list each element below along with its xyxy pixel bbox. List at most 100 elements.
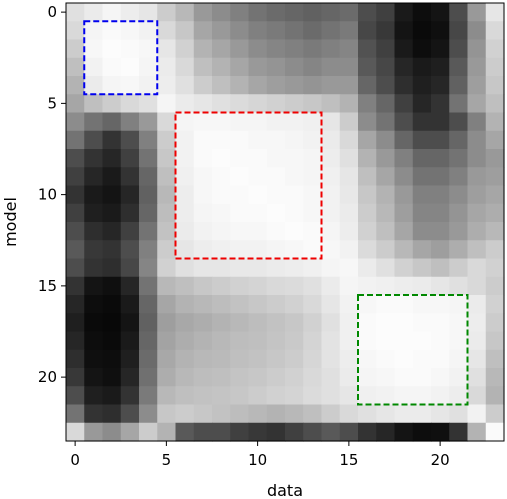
heatmap-cell <box>485 349 505 369</box>
heatmap-cell <box>66 76 85 95</box>
heatmap-cell <box>230 404 250 424</box>
heatmap-cell <box>102 386 122 406</box>
heatmap-cell <box>467 149 487 168</box>
heatmap-cell <box>175 222 195 241</box>
heatmap-cell <box>485 258 505 278</box>
heatmap-cell <box>285 130 304 150</box>
heatmap-cell <box>66 112 85 132</box>
heatmap-cell <box>175 21 195 41</box>
heatmap-cell <box>376 3 396 22</box>
heatmap-cell <box>358 422 377 442</box>
heatmap-cell <box>285 21 304 41</box>
heatmap-cell <box>193 313 213 333</box>
heatmap-cell <box>303 349 323 369</box>
heatmap-cell <box>412 112 432 132</box>
heatmap-cell <box>358 21 377 41</box>
heatmap-cell <box>303 203 323 223</box>
heatmap-cell <box>102 295 122 314</box>
heatmap-cell <box>431 76 450 95</box>
heatmap-cell <box>212 258 231 278</box>
heatmap-cell <box>175 203 195 223</box>
heatmap-cell <box>285 240 304 260</box>
heatmap-cell <box>412 349 432 369</box>
heatmap-cell <box>266 39 286 59</box>
heatmap-cell <box>102 21 122 41</box>
heatmap-cell <box>376 76 396 95</box>
heatmap-cell <box>157 240 177 260</box>
heatmap-cell <box>449 149 469 168</box>
heatmap-cell <box>157 130 177 150</box>
heatmap-cell <box>139 422 158 442</box>
heatmap-cell <box>431 39 450 59</box>
heatmap-cell <box>285 349 304 369</box>
heatmap-cell <box>66 331 85 351</box>
heatmap-cell <box>139 130 158 150</box>
heatmap-cell <box>230 276 250 296</box>
heatmap-cell <box>66 258 85 278</box>
heatmap-cell <box>84 185 104 205</box>
heatmap-cell <box>66 203 85 223</box>
heatmap-cell <box>467 112 487 132</box>
heatmap-cell <box>285 422 304 442</box>
x-tick-label: 10 <box>248 451 267 469</box>
heatmap-cell <box>339 276 359 296</box>
heatmap-cell <box>212 21 231 41</box>
heatmap-cell <box>394 39 414 59</box>
heatmap-cell <box>139 185 158 205</box>
heatmap-cell <box>339 349 359 369</box>
heatmap-cell <box>412 39 432 59</box>
heatmap-cell <box>358 185 377 205</box>
heatmap-cell <box>193 3 213 22</box>
heatmap-cell <box>431 222 450 241</box>
heatmap-cell <box>120 3 140 22</box>
heatmap-cell <box>157 21 177 41</box>
heatmap-cell <box>449 203 469 223</box>
heatmap-cell <box>212 112 231 132</box>
heatmap-cell <box>485 167 505 187</box>
heatmap-cell <box>66 167 85 187</box>
heatmap-cell <box>157 386 177 406</box>
heatmap-cell <box>102 276 122 296</box>
heatmap-cell <box>358 276 377 296</box>
heatmap-cell <box>431 203 450 223</box>
heatmap-cell <box>339 386 359 406</box>
heatmap-cell <box>412 313 432 333</box>
heatmap-cell <box>66 349 85 369</box>
heatmap-cell <box>66 276 85 296</box>
heatmap-cell <box>467 295 487 314</box>
heatmap-cell <box>485 404 505 424</box>
heatmap-cell <box>431 185 450 205</box>
heatmap-cell <box>394 240 414 260</box>
heatmap-cells <box>66 3 505 442</box>
heatmap-cell <box>303 39 323 59</box>
heatmap-cell <box>102 130 122 150</box>
heatmap-cell <box>321 3 341 22</box>
heatmap-cell <box>212 331 231 351</box>
heatmap-cell <box>321 39 341 59</box>
heatmap-cell <box>120 313 140 333</box>
heatmap-cell <box>449 76 469 95</box>
heatmap-cell <box>102 149 122 168</box>
heatmap-cell <box>266 368 286 387</box>
heatmap-cell <box>139 349 158 369</box>
heatmap-cell <box>485 130 505 150</box>
heatmap-cell <box>339 94 359 114</box>
heatmap-cell <box>212 313 231 333</box>
heatmap-cell <box>285 39 304 59</box>
heatmap-cell <box>431 258 450 278</box>
heatmap-cell <box>175 258 195 278</box>
heatmap-cell <box>66 368 85 387</box>
heatmap-cell <box>412 167 432 187</box>
heatmap-cell <box>376 313 396 333</box>
heatmap-cell <box>230 112 250 132</box>
heatmap-cell <box>139 276 158 296</box>
heatmap-cell <box>449 295 469 314</box>
heatmap-cell <box>139 258 158 278</box>
heatmap-cell <box>431 404 450 424</box>
heatmap-cell <box>376 404 396 424</box>
heatmap-cell <box>248 276 268 296</box>
heatmap-cell <box>449 331 469 351</box>
heatmap-cell <box>175 313 195 333</box>
heatmap-cell <box>339 57 359 77</box>
heatmap-cell <box>266 57 286 77</box>
